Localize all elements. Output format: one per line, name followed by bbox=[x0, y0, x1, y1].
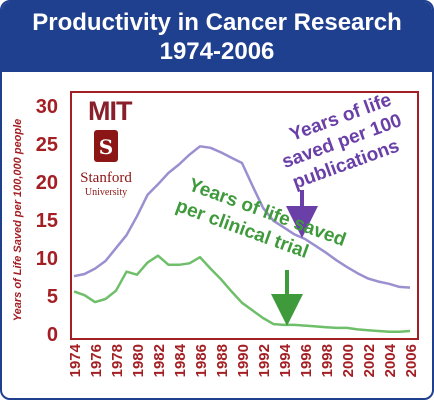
stanford-shield-icon bbox=[94, 130, 118, 162]
stanford-logo: S Stanford University bbox=[80, 130, 132, 198]
x-tick-label: 1976 bbox=[88, 344, 105, 377]
x-tick-label: 1974 bbox=[67, 343, 84, 377]
publications-annotation: Years of life saved per 100 publications bbox=[279, 89, 404, 193]
x-tick-label: 1998 bbox=[319, 344, 336, 377]
mit-logo-text: MIT bbox=[88, 96, 133, 126]
y-tick-label: 0 bbox=[47, 324, 58, 346]
stanford-university: University bbox=[85, 187, 127, 198]
x-tick-label: 1988 bbox=[214, 344, 231, 377]
stanford-letter: S bbox=[99, 135, 113, 159]
x-tick-label: 1982 bbox=[151, 344, 168, 377]
stanford-name: Stanford bbox=[80, 170, 132, 186]
y-tick-label: 5 bbox=[47, 286, 58, 308]
publications-series-line bbox=[73, 145, 411, 289]
y-tick-label: 25 bbox=[36, 134, 58, 156]
x-tick-label: 1992 bbox=[256, 344, 273, 377]
x-tick-label: 1994 bbox=[277, 343, 294, 377]
y-tick-labels: 0 5 10 15 20 25 30 bbox=[36, 96, 58, 346]
y-tick-label: 30 bbox=[36, 96, 58, 118]
x-tick-labels: 1974 1976 1978 1980 1982 1984 1986 1988 1990 1992… bbox=[67, 343, 420, 377]
plot-border bbox=[70, 91, 419, 340]
x-tick-label: 1996 bbox=[298, 344, 315, 377]
x-tick-label: 1990 bbox=[235, 344, 252, 377]
x-tick-label: 2006 bbox=[403, 344, 420, 377]
y-axis-label: Years of Life Saved per 100,000 people bbox=[12, 119, 24, 322]
title-banner: Productivity in Cancer Research 1974-200… bbox=[2, 2, 432, 72]
x-tick-label: 2000 bbox=[340, 344, 357, 377]
x-tick-label: 1978 bbox=[109, 344, 126, 377]
x-tick-label: 1984 bbox=[172, 343, 189, 377]
y-tick-label: 15 bbox=[36, 210, 58, 232]
chart-title: Productivity in Cancer Research bbox=[32, 9, 402, 36]
x-tick-label: 2004 bbox=[382, 343, 399, 377]
x-tick-label: 1986 bbox=[193, 344, 210, 377]
x-tick-label: 1980 bbox=[130, 344, 147, 377]
y-tick-label: 10 bbox=[36, 248, 58, 270]
x-tick-label: 2002 bbox=[361, 344, 378, 377]
chart-subtitle: 1974-2006 bbox=[159, 38, 275, 65]
y-tick-label: 20 bbox=[36, 172, 58, 194]
series-lines bbox=[73, 145, 411, 333]
mit-logo: MIT bbox=[88, 96, 134, 126]
clinical-trial-series-line bbox=[73, 254, 411, 333]
